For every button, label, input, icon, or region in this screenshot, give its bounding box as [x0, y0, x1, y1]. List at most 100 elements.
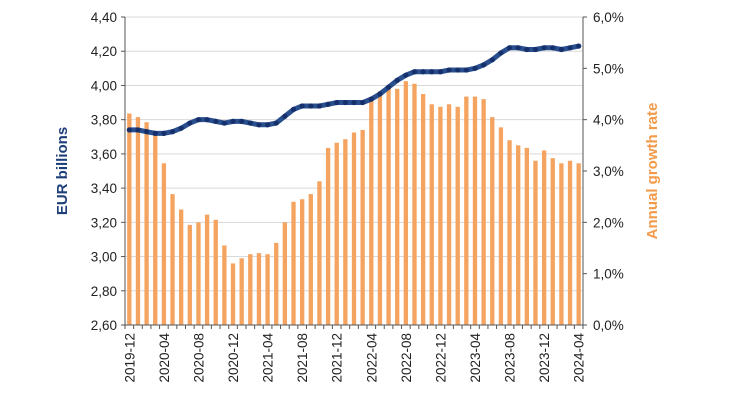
growth-rate-bar	[429, 104, 434, 326]
right-tick-label: 0,0%	[593, 318, 624, 333]
stock-point	[437, 69, 444, 75]
growth-rate-bar	[144, 122, 149, 325]
stock-point	[178, 125, 184, 131]
stock-point	[325, 101, 331, 107]
growth-rate-bar	[127, 113, 132, 325]
growth-rate-bar	[403, 81, 409, 326]
stock-point	[481, 62, 487, 68]
axes	[121, 16, 587, 329]
growth-rate-bar	[481, 99, 486, 325]
stock-point	[264, 122, 271, 128]
stock-line	[126, 43, 582, 136]
growth-rate-bar	[170, 194, 175, 325]
stock-point	[558, 46, 564, 53]
left-axis-title: EUR billions	[54, 127, 71, 215]
x-tick-label: 2022-12	[433, 333, 448, 383]
left-tick-label: 3,20	[91, 215, 117, 230]
x-tick-label: 2021-08	[295, 333, 310, 383]
stock-point	[455, 67, 461, 73]
growth-rate-bar	[343, 139, 348, 325]
stock-point	[515, 45, 521, 51]
growth-rate-bar	[472, 96, 478, 325]
growth-rate-bar	[516, 145, 521, 325]
stock-point	[420, 69, 426, 75]
growth-rate-bar	[325, 147, 331, 325]
growth-rate-bar	[464, 96, 469, 325]
growth-rate-bar	[420, 94, 426, 325]
stock-point	[567, 45, 573, 51]
growth-rate-bar	[455, 106, 460, 325]
stock-point	[394, 77, 400, 83]
right-axis-ticks: 0,0% 1,0% 2,0% 3,0% 4,0% 5,0% 6,0%	[593, 10, 624, 333]
stock-point	[247, 120, 253, 126]
right-tick-label: 3,0%	[593, 164, 624, 179]
x-tick-label: 2024-04	[572, 333, 587, 383]
x-tick-label: 2023-08	[503, 333, 518, 383]
growth-rate-bar	[533, 160, 538, 325]
right-tick-label: 4,0%	[593, 113, 624, 128]
growth-rate-bar	[161, 163, 167, 325]
growth-rate-bar	[576, 163, 581, 325]
growth-rate-bar	[498, 127, 504, 325]
stock-point	[541, 45, 547, 51]
stock-point	[204, 117, 210, 123]
growth-rate-bar	[395, 88, 400, 325]
growth-rate-bar	[299, 199, 305, 325]
growth-rate-bar	[230, 263, 236, 325]
growth-rate-bar	[265, 254, 270, 325]
stock-point	[429, 69, 435, 75]
growth-rate-bar	[282, 222, 288, 325]
growth-rate-bar	[550, 158, 555, 325]
left-axis-ticks: 2,60 2,80 3,00 3,20 3,40 3,60 3,80 4,00 4,20 4,40	[91, 10, 117, 333]
stock-point	[498, 50, 504, 56]
stock-point	[411, 69, 418, 75]
x-tick-label: 2022-04	[364, 333, 379, 383]
left-tick-label: 4,20	[91, 44, 117, 59]
left-tick-label: 2,60	[91, 318, 117, 333]
growth-rate-bar	[360, 129, 365, 325]
x-tick-label: 2020-04	[157, 333, 172, 383]
left-tick-label: 3,00	[91, 250, 117, 265]
x-tick-label: 2019-12	[122, 333, 137, 383]
growth-rate-bar	[524, 147, 529, 325]
stock-point	[230, 118, 236, 124]
growth-rate-bar	[222, 245, 227, 325]
left-tick-label: 4,40	[91, 10, 117, 25]
growth-rate-bar	[507, 140, 512, 325]
left-tick-label: 3,80	[91, 113, 117, 128]
growth-rate-bar	[204, 214, 210, 325]
growth-rate-bar	[541, 150, 547, 325]
stock-point	[213, 118, 219, 124]
stock-point	[403, 72, 409, 78]
stock-point	[195, 117, 202, 123]
stock-point	[152, 130, 158, 136]
growth-rate-bar	[179, 209, 184, 325]
stock-point	[135, 127, 141, 133]
growth-rate-bar	[377, 91, 383, 325]
growth-rate-bar	[196, 222, 201, 325]
stock-point	[489, 57, 495, 63]
stock-point	[524, 46, 530, 53]
growth-rate-bar	[291, 201, 296, 325]
stock-point	[187, 120, 193, 126]
x-tick-label: 2022-08	[399, 333, 414, 383]
stock-point	[576, 43, 582, 49]
stock-point	[126, 127, 132, 133]
stock-point	[308, 103, 314, 109]
stock-point	[377, 91, 383, 97]
x-tick-label: 2020-08	[191, 333, 206, 383]
stock-point	[351, 99, 357, 106]
stock-point	[290, 106, 297, 112]
stock-point	[299, 103, 305, 109]
growth-rate-bar	[412, 83, 417, 325]
right-tick-label: 1,0%	[593, 267, 624, 282]
growth-rate-bar	[239, 258, 244, 325]
stock-point	[385, 84, 392, 90]
growth-rate-bar	[317, 181, 322, 325]
growth-rate-bar	[559, 163, 564, 325]
x-tick-label: 2021-04	[261, 333, 276, 383]
stock-point	[472, 65, 478, 71]
growth-rate-bar	[308, 194, 313, 325]
